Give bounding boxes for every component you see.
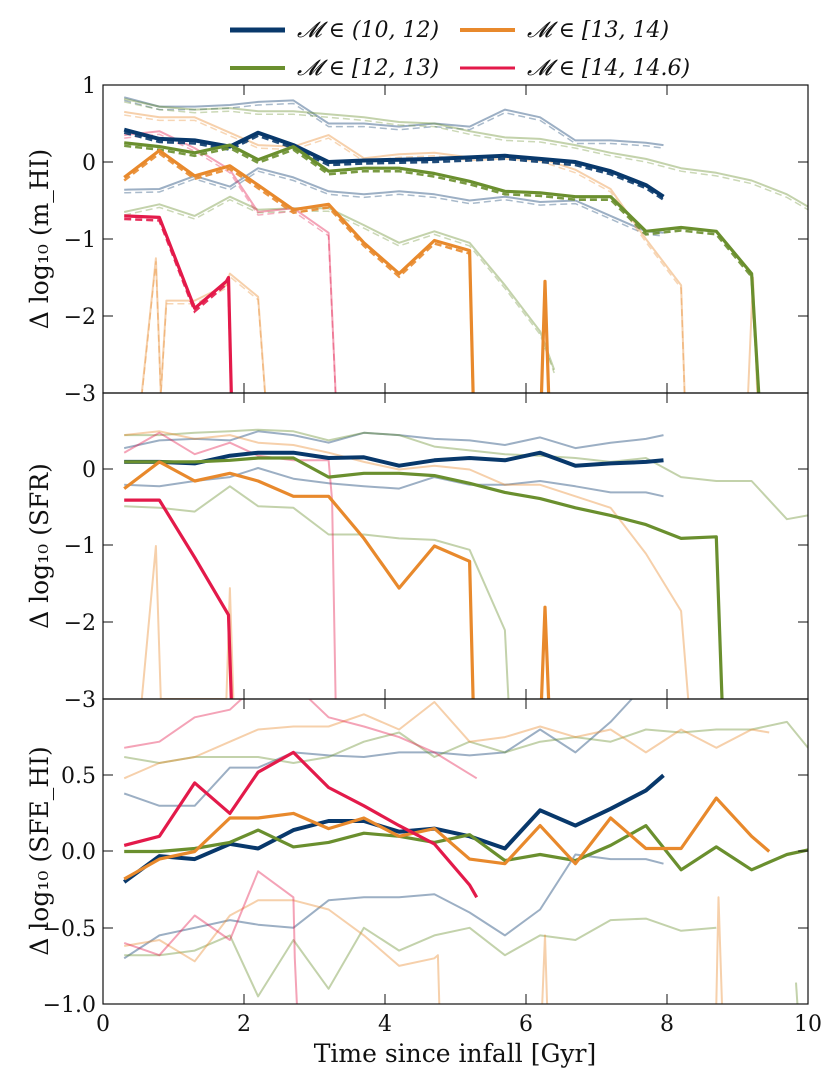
series-m14_146-upper (123, 431, 337, 699)
series-m14_146-upper (124, 130, 337, 393)
panel-mhi-lines (123, 96, 808, 393)
ytick-label: 0.5 (61, 764, 96, 789)
series-m10_12-upper (123, 96, 664, 147)
panel-sfr-lines (123, 428, 808, 699)
xtick-label: 6 (519, 1012, 533, 1037)
ytick-label: 0 (82, 458, 96, 483)
legend-label-m10-12: 𝓜 ∈ (10, 12) (297, 18, 439, 43)
series-m10_12-lower-alt (124, 170, 664, 237)
series-m10_12-median-alt (123, 131, 665, 201)
series-m12_13-lower-b (795, 982, 799, 1004)
ytick-label: 0.0 (61, 840, 96, 865)
legend-label-m13-14: 𝓜 ∈ [13, 14) (527, 18, 669, 43)
series-m12_13-upper (124, 720, 808, 764)
panel-sfe-ylabel: Δ log₁₀ (SFE_HI) (25, 746, 54, 955)
series-m10_12-upper (123, 430, 664, 450)
series-m12_13-median (124, 823, 808, 872)
ytick-label: 1 (82, 74, 96, 99)
x-axis-label: Time since infall [Gyr] (314, 1039, 597, 1068)
series-m14_146-median (123, 750, 479, 899)
ytick-label: −1.0 (43, 993, 96, 1018)
ytick-label: −1 (64, 534, 96, 559)
series-m13_14-median (123, 796, 771, 881)
series-m14_146-upper (124, 699, 478, 780)
xtick-label: 0 (96, 1012, 110, 1037)
series-m13_14-upper (124, 110, 686, 393)
series-m12_13-median (124, 456, 724, 699)
series-m12_13-lower (124, 485, 510, 699)
series-m13_14-lower (140, 545, 235, 699)
panel-sfe: 0.5 0.0 −0.5 −1.0 0 2 4 6 8 10 Δ log₁₀ (… (25, 698, 822, 1068)
panel-sfr: 0 −1 −2 −3 Δ log₁₀ (SFR) (25, 392, 809, 713)
xtick-label: 2 (237, 1012, 251, 1037)
series-m13_14-median (123, 148, 475, 393)
series-m10_12-upper (123, 699, 633, 807)
ytick-label: 0 (82, 151, 96, 176)
ytick-label: −2 (64, 305, 96, 330)
series-m12_13-lower (124, 917, 717, 998)
series-m14_146-median-alt (124, 217, 233, 393)
series-m10_12-lower (124, 467, 664, 498)
legend-label-m14-146: 𝓜 ∈ [14, 14.6) (527, 56, 690, 81)
series-m10_12-median (123, 773, 665, 884)
series-m10_12-lower (123, 853, 664, 960)
series-m13_14-upper (124, 430, 690, 699)
series-m12_13-upper (123, 97, 808, 208)
series-m12_13-upper (124, 428, 808, 521)
series-m13_14-upper (123, 701, 770, 780)
xtick-label: 8 (660, 1012, 674, 1037)
panel-mhi-xticks (243, 85, 668, 393)
series-m14_146-median (124, 498, 233, 699)
ytick-label: −2 (64, 611, 96, 636)
series-m13_14-median-b (539, 605, 551, 699)
series-m13_14-lower (140, 257, 267, 393)
panel-sfr-ylabel: Δ log₁₀ (SFR) (25, 463, 54, 629)
panel-sfr-yticks: 0 −1 −2 −3 (64, 458, 808, 713)
xtick-label: 4 (378, 1012, 392, 1037)
panel-mhi: 1 0 −1 −2 −3 Δ log₁₀ (m_HI) (25, 74, 809, 407)
panel-mhi-yticks: 1 0 −1 −2 −3 (64, 74, 808, 407)
series-m10_12-median (123, 127, 665, 199)
series-m10_12-median (124, 450, 664, 468)
series-m13_14-lower-c (715, 896, 723, 1004)
legend: 𝓜 ∈ (10, 12) 𝓜 ∈ [13, 14) 𝓜 ∈ [12, 13) 𝓜… (230, 18, 690, 81)
series-m14_146-lower (123, 870, 298, 1004)
panel-sfe-yticks: 0.5 0.0 −0.5 −1.0 (43, 764, 808, 1018)
series-m10_12-lower (124, 167, 664, 234)
ytick-label: −0.5 (43, 917, 96, 942)
series-m12_13-median (124, 141, 761, 393)
panel-sfe-xticks: 0 2 4 6 8 10 (96, 699, 822, 1037)
series-m12_13-upper-alt (124, 101, 808, 211)
ytick-label: −3 (64, 688, 96, 713)
xtick-label: 10 (794, 1012, 822, 1037)
ytick-label: −3 (64, 382, 96, 407)
legend-label-m12-13: 𝓜 ∈ [12, 13) (297, 56, 439, 81)
series-m13_14-lower-b (541, 934, 549, 1004)
panel-mhi-ylabel: Δ log₁₀ (m_HI) (25, 149, 54, 329)
series-m12_13-lower-alt (124, 198, 555, 374)
panel-sfe-lines (123, 699, 808, 1004)
series-m12_13-lower (123, 195, 556, 371)
series-m13_14-median-alt (123, 151, 475, 393)
ytick-label: −1 (64, 228, 96, 253)
series-m14_146-upper-alt (124, 133, 337, 393)
series-m13_14-median-b (539, 279, 551, 393)
series-m13_14-lower-alt (141, 261, 266, 393)
series-m12_13-median-alt (124, 144, 760, 393)
series-m13_14-median (123, 460, 475, 699)
series-m13_14-lower (124, 899, 441, 1004)
series-m14_146-median (124, 214, 233, 393)
panel-sfr-xticks (243, 393, 668, 699)
